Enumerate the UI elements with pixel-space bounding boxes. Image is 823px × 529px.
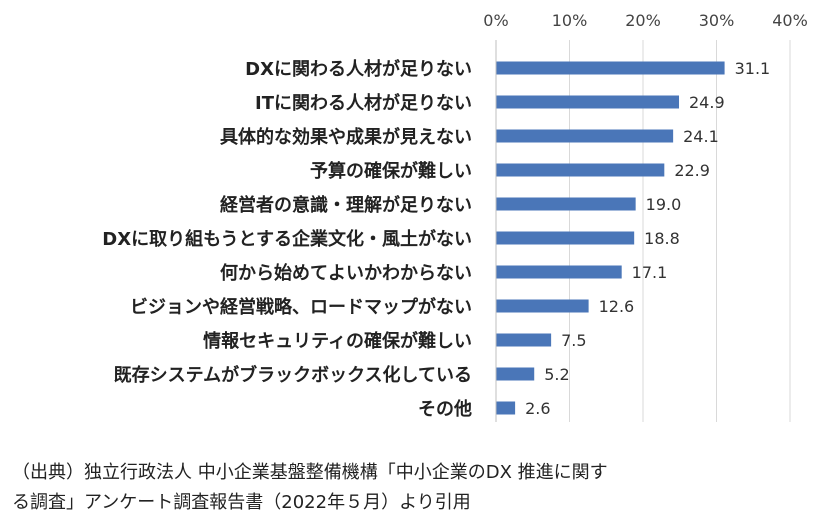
bar (496, 95, 680, 109)
category-label: ビジョンや経営戦略、ロードマップがない (130, 296, 472, 318)
value-label: 7.5 (561, 331, 586, 350)
value-label: 19.0 (646, 195, 682, 214)
bar (496, 265, 622, 279)
bar (496, 163, 665, 177)
category-label: 具体的な効果や成果が見えない (220, 126, 472, 148)
value-label: 18.8 (644, 229, 680, 248)
value-label: 17.1 (632, 263, 668, 282)
source-note: （出典）独立行政法人 中小企業基盤整備機構「中小企業のDX 推進に関す る調査」… (12, 458, 812, 518)
bar (496, 367, 535, 381)
category-label: 予算の確保が難しい (310, 160, 472, 182)
category-label: その他 (418, 398, 472, 420)
value-label: 24.1 (683, 127, 719, 146)
x-tick-label: 10% (552, 11, 588, 30)
x-tick-label: 30% (699, 11, 735, 30)
x-tick-label: 0% (483, 11, 508, 30)
value-label: 31.1 (735, 59, 771, 78)
value-label: 2.6 (525, 399, 550, 418)
x-tick-label: 40% (772, 11, 808, 30)
value-label: 12.6 (599, 297, 635, 316)
bar-chart: 0% 10% 20% 30% 40% DXに関わる人材が足りない 31.1 ITに関わる人材が… (102, 11, 808, 422)
bar (496, 197, 636, 211)
bar (496, 401, 516, 415)
x-tick-label: 20% (625, 11, 661, 30)
category-label: DXに取り組もうとする企業文化・風土がない (102, 228, 472, 250)
value-label: 22.9 (674, 161, 710, 180)
category-label: 既存システムがブラックボックス化している (114, 364, 472, 386)
bar (496, 231, 635, 245)
category-label: ITに関わる人材が足りない (255, 92, 472, 114)
bar (496, 61, 725, 75)
source-line-2: る調査」アンケート調査報告書（2022年５月）より引用 (12, 492, 471, 513)
category-label: 何から始めてよいかわからない (220, 262, 472, 284)
value-label: 24.9 (689, 93, 725, 112)
bar (496, 333, 552, 347)
value-label: 5.2 (544, 365, 569, 384)
category-label: 経営者の意識・理解が足りない (220, 194, 472, 216)
bar (496, 299, 589, 313)
category-label: 情報セキュリティの確保が難しい (203, 330, 472, 352)
bar (496, 129, 674, 143)
category-label: DXに関わる人材が足りない (245, 58, 472, 80)
source-line-1: （出典）独立行政法人 中小企業基盤整備機構「中小企業のDX 推進に関す (12, 462, 608, 483)
